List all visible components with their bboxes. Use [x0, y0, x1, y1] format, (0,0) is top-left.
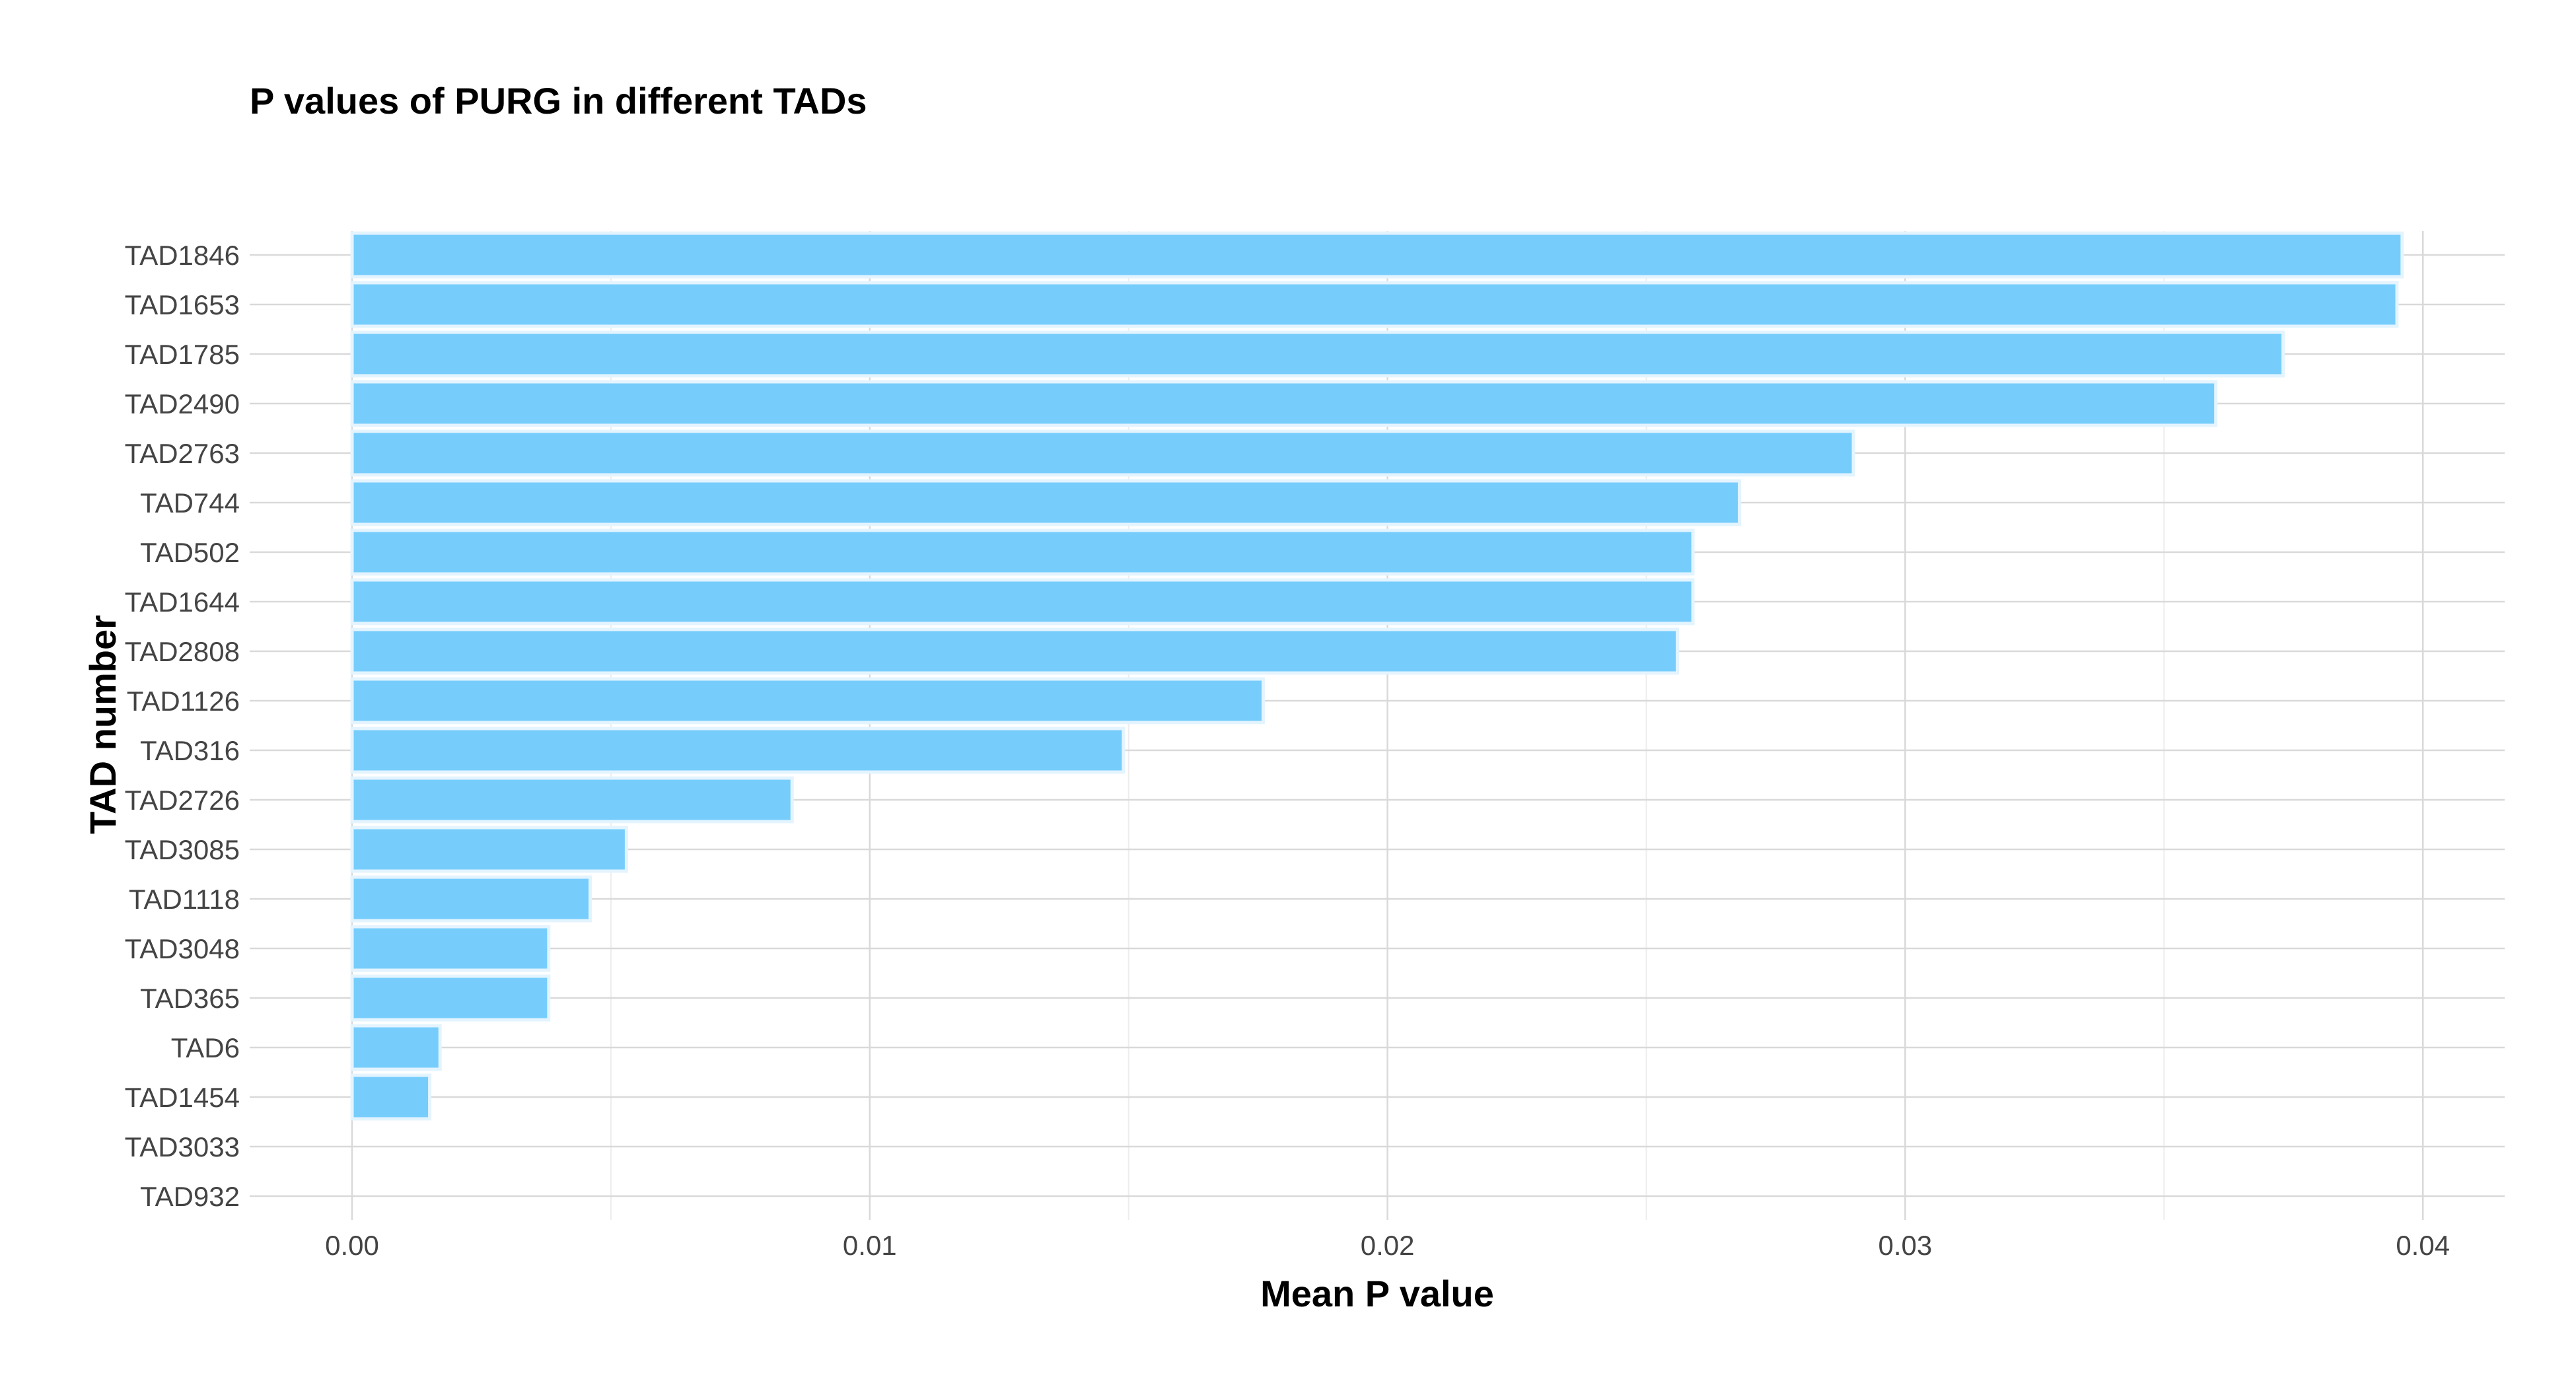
y-tick-label: TAD2726 — [125, 785, 240, 816]
y-axis-tick-labels: TAD1846 TAD1653 TAD1785 TAD2490 TAD2763 TAD74… — [125, 240, 240, 1212]
bar-tad744 — [350, 479, 1742, 526]
x-tick-label: 0.00 — [325, 1230, 379, 1261]
y-tick-label: TAD3085 — [125, 834, 240, 865]
grid — [250, 231, 2505, 1220]
y-tick-label: TAD2490 — [125, 388, 240, 419]
y-tick-label: TAD365 — [140, 983, 240, 1014]
y-tick-label: TAD6 — [171, 1032, 240, 1063]
bar-tad2808 — [350, 627, 1680, 675]
bar-tad1126 — [350, 677, 1265, 725]
y-axis-title: TAD number — [82, 615, 124, 834]
bar-tad1118 — [350, 875, 592, 923]
y-tick-label: TAD1454 — [125, 1082, 240, 1113]
y-tick-label: TAD1653 — [125, 289, 240, 320]
y-tick-label: TAD316 — [140, 735, 240, 766]
y-tick-label: TAD1644 — [125, 587, 240, 618]
bar-tad2763 — [350, 429, 1855, 477]
bar-tad1785 — [350, 330, 2285, 378]
bar-tad2490 — [350, 380, 2218, 427]
y-tick-label: TAD1126 — [127, 686, 240, 717]
y-tick-label: TAD2808 — [125, 636, 240, 667]
y-tick-label: TAD744 — [140, 487, 240, 518]
y-tick-label: TAD1118 — [129, 884, 240, 915]
chart-title: P values of PURG in different TADs — [250, 80, 867, 122]
y-tick-label: TAD3033 — [125, 1131, 240, 1162]
y-tick-label: TAD932 — [140, 1181, 240, 1212]
y-tick-label: TAD2763 — [125, 438, 240, 469]
y-tick-label: TAD1785 — [125, 339, 240, 370]
x-tick-label: 0.02 — [1361, 1230, 1415, 1261]
x-tick-label: 0.04 — [2396, 1230, 2450, 1261]
bars — [350, 231, 2404, 1121]
y-tick-label: TAD1846 — [125, 240, 240, 271]
bar-tad502 — [350, 528, 1695, 576]
y-tick-label: TAD502 — [140, 537, 240, 568]
bar-tad6 — [350, 1024, 442, 1071]
x-axis-tick-labels: 0.00 0.01 0.02 0.03 0.04 — [325, 1230, 2450, 1261]
bar-tad316 — [350, 727, 1126, 774]
x-axis-title: Mean P value — [1260, 1273, 1494, 1314]
x-tick-label: 0.01 — [843, 1230, 897, 1261]
y-tick-label: TAD3048 — [125, 933, 240, 964]
x-tick-label: 0.03 — [1878, 1230, 1933, 1261]
bar-tad1653 — [350, 281, 2399, 328]
bar-tad365 — [350, 974, 551, 1022]
bar-tad3048 — [350, 925, 551, 972]
bar-tad2726 — [350, 776, 794, 824]
bar-tad1454 — [350, 1073, 432, 1121]
bar-tad1846 — [350, 231, 2404, 279]
bar-tad3085 — [350, 826, 628, 873]
bar-tad1644 — [350, 578, 1695, 625]
